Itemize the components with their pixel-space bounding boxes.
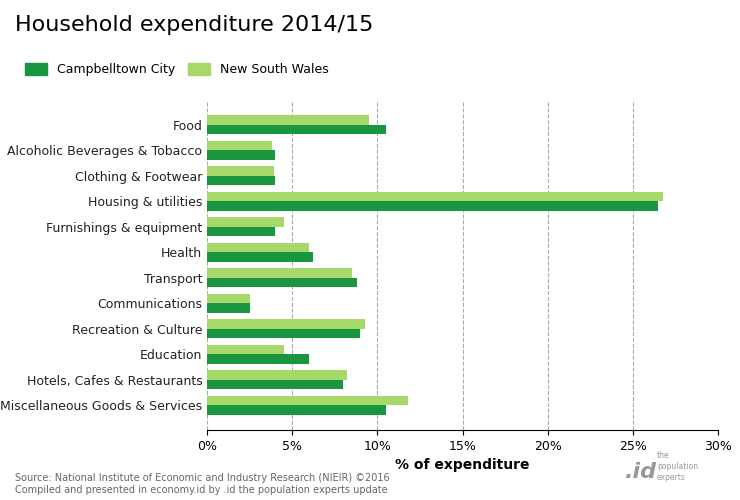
Bar bbox=[207, 304, 250, 313]
X-axis label: % of expenditure: % of expenditure bbox=[395, 458, 530, 472]
Bar bbox=[207, 201, 659, 211]
Bar bbox=[207, 217, 283, 226]
Text: the
population
experts: the population experts bbox=[657, 452, 699, 482]
Bar bbox=[207, 226, 275, 236]
Bar bbox=[207, 140, 272, 150]
Bar bbox=[207, 124, 386, 134]
Bar bbox=[207, 192, 663, 201]
Bar bbox=[207, 150, 275, 160]
Bar bbox=[207, 344, 283, 354]
Bar bbox=[207, 115, 369, 124]
Bar bbox=[207, 396, 408, 406]
Bar bbox=[207, 278, 357, 287]
Text: .id: .id bbox=[625, 462, 657, 482]
Bar bbox=[207, 380, 343, 390]
Bar bbox=[207, 268, 352, 278]
Bar bbox=[207, 406, 386, 415]
Text: Household expenditure 2014/15: Household expenditure 2014/15 bbox=[15, 15, 373, 35]
Bar bbox=[207, 166, 274, 175]
Bar bbox=[207, 370, 347, 380]
Bar bbox=[207, 354, 309, 364]
Bar bbox=[207, 294, 250, 304]
Bar bbox=[207, 329, 360, 338]
Bar bbox=[207, 242, 309, 252]
Bar bbox=[207, 176, 275, 186]
Bar bbox=[207, 319, 366, 329]
Legend: Campbelltown City, New South Wales: Campbelltown City, New South Wales bbox=[24, 64, 329, 76]
Bar bbox=[207, 252, 313, 262]
Text: Source: National Institute of Economic and Industry Research (NIEIR) ©2016
Compi: Source: National Institute of Economic a… bbox=[15, 474, 389, 495]
